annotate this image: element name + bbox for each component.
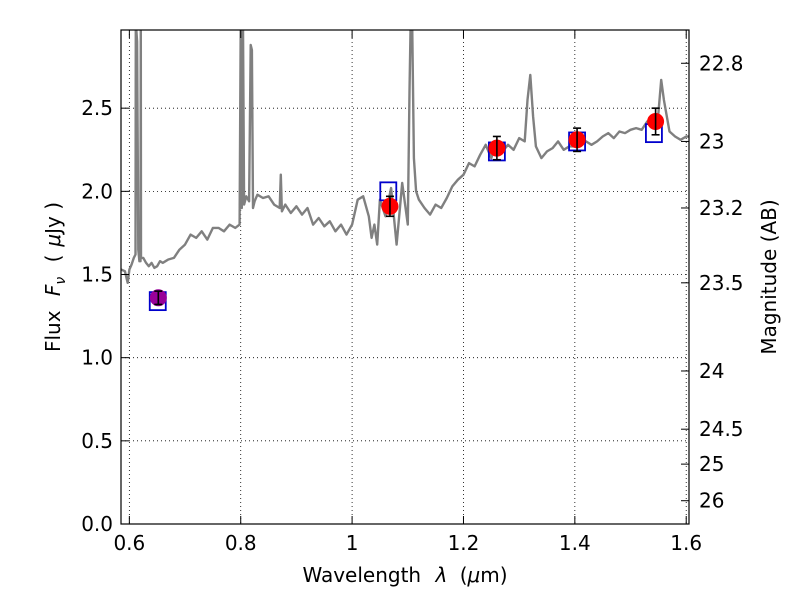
y-axis-label-symbol: F [41,284,65,296]
y2-tick-label: 23.2 [699,196,744,220]
y2-tick-label: 22.8 [699,51,744,75]
grid [121,30,689,524]
y2-axis-label: Magnitude (AB) [757,199,781,354]
y-tick-label: 2.5 [81,96,113,120]
y2-tick-label: 23 [699,129,724,153]
y-tick-label: 2.0 [81,179,113,203]
ticks: 0.6 0.8 1 1.2 1.4 1.6 0.0 0.5 1.0 1.5 2.0 2.5 22.8 23… [81,30,744,555]
y2-tick-label: 23.5 [699,271,744,295]
x-axis-label-unit-rest: m) [480,563,507,587]
x-axis-label-text: Wavelength [302,563,421,587]
y2-tick-label: 24 [699,359,724,383]
y-tick-label: 1.0 [81,346,113,370]
y-axis-label-subscript: ν [53,277,69,285]
x-tick-label: 1.2 [448,531,480,555]
plot-data [121,30,689,312]
x-tick-label: 1 [346,531,359,555]
y-tick-label: 0.5 [81,429,113,453]
x-tick-label: 0.6 [113,531,145,555]
x-tick-label: 1.6 [670,531,702,555]
y-tick-label: 1.5 [81,263,113,287]
x-axis-label: Wavelength λ (μm) [302,563,507,587]
x-axis-label-unit-mu: μ [467,563,481,587]
series-observed-photometry-optical- [149,289,167,307]
y-axis-label: Flux Fν ( μJy ) [41,202,70,352]
y-axis-label-text: Flux [41,310,65,352]
x-tick-label: 0.8 [225,531,257,555]
x-axis-label-unit-open: ( [460,563,468,587]
series-observed-photometry [381,107,665,218]
x-axis-label-symbol: λ [434,563,447,587]
y2-tick-label: 26 [699,489,724,513]
plot-frame [120,29,690,525]
y2-tick-label: 24.5 [699,417,744,441]
y-axis-label-unit-rest: Jy ) [41,202,65,236]
y-tick-label: 0.0 [81,512,113,536]
y-axis-label-unit-open: ( [41,255,65,263]
y-axis-label-unit-mu: μ [41,234,65,248]
y2-tick-label: 25 [699,452,724,476]
x-tick-label: 1.4 [559,531,591,555]
